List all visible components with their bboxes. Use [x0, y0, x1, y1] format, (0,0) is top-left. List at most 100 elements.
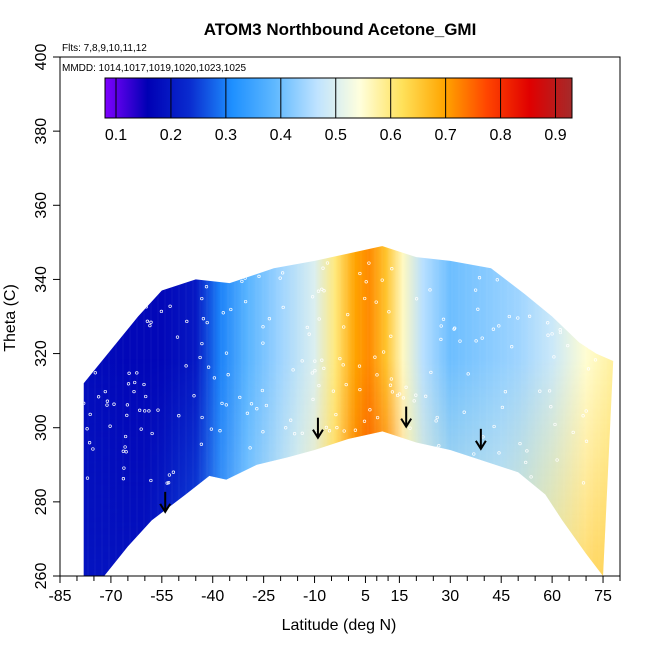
- sample-point: [166, 481, 171, 485]
- sample-point: [310, 295, 315, 299]
- colorbar-scale: [104, 77, 573, 119]
- sample-point: [335, 425, 339, 430]
- sample-point: [389, 377, 394, 381]
- sample-point: [412, 399, 416, 403]
- sample-point: [510, 345, 514, 349]
- sample-point: [390, 390, 395, 394]
- sample-point: [149, 478, 153, 483]
- sample-point: [261, 341, 265, 345]
- sample-point: [289, 418, 293, 422]
- sample-point: [591, 282, 595, 287]
- sample-point: [220, 401, 224, 406]
- sample-point: [404, 385, 408, 389]
- sample-point: [291, 368, 295, 372]
- sample-point: [85, 427, 89, 431]
- sample-point: [547, 389, 552, 393]
- sample-point: [121, 449, 125, 453]
- colorbar-tick-label: 0.8: [489, 127, 511, 144]
- sample-point: [229, 307, 233, 312]
- sample-point: [317, 461, 321, 465]
- sample-point: [93, 348, 98, 352]
- sample-point: [285, 474, 289, 478]
- sample-point: [321, 266, 325, 270]
- sample-point: [201, 317, 206, 321]
- sample-point: [516, 316, 520, 320]
- sample-point: [340, 470, 344, 474]
- sample-point: [342, 325, 346, 329]
- sample-point: [255, 407, 259, 411]
- sample-point: [434, 419, 438, 423]
- sample-point: [278, 276, 282, 280]
- sample-point: [441, 317, 446, 321]
- sample-point: [497, 324, 501, 328]
- sample-point: [311, 397, 315, 402]
- sample-point: [320, 287, 324, 291]
- y-tick-label: 340: [33, 266, 50, 293]
- arrow-marker: [312, 417, 324, 440]
- sample-point: [387, 310, 391, 314]
- sample-point: [143, 409, 147, 413]
- sample-point: [503, 390, 508, 394]
- sample-point: [472, 452, 476, 456]
- x-tick-label: -70: [99, 588, 122, 605]
- sample-point: [126, 382, 131, 386]
- sample-point: [492, 424, 496, 429]
- sample-point: [338, 356, 342, 361]
- sample-point: [426, 464, 431, 468]
- sample-point: [548, 270, 552, 275]
- x-tick-label: -25: [252, 588, 275, 605]
- sample-point: [588, 346, 592, 350]
- sample-point: [305, 325, 309, 330]
- sample-point: [590, 304, 594, 308]
- sample-point: [466, 372, 470, 376]
- sample-point: [185, 319, 189, 324]
- sample-point: [93, 356, 98, 360]
- sample-point: [388, 383, 393, 387]
- y-tick-label: 260: [33, 563, 50, 590]
- sample-point: [584, 409, 588, 413]
- sample-point: [586, 367, 591, 371]
- arrow-marker: [400, 406, 413, 429]
- sample-point: [357, 364, 362, 368]
- sample-point: [204, 285, 209, 289]
- sample-point: [439, 324, 443, 328]
- sample-point: [281, 305, 285, 310]
- sample-point: [500, 405, 505, 410]
- sample-point: [358, 387, 362, 392]
- sample-point: [93, 371, 97, 375]
- sample-point: [320, 358, 324, 362]
- sample-point: [292, 432, 297, 436]
- sample-point: [87, 441, 92, 445]
- sample-point: [300, 431, 304, 435]
- sample-point: [390, 267, 394, 271]
- sample-point: [284, 426, 288, 430]
- sample-point: [83, 313, 87, 317]
- sample-point: [144, 394, 148, 399]
- sample-point: [338, 460, 343, 465]
- y-tick-label: 280: [33, 488, 50, 515]
- sample-point: [167, 473, 172, 477]
- sample-point: [322, 289, 326, 293]
- plot-frame: [59, 56, 621, 577]
- sample-point: [364, 469, 369, 474]
- sample-point: [257, 274, 261, 279]
- sample-point: [105, 399, 110, 403]
- sample-point: [198, 355, 202, 360]
- sample-point: [507, 314, 511, 319]
- sample-point: [240, 279, 244, 284]
- flights-note: Flts: 7,8,9,10,11,12: [62, 43, 147, 54]
- sample-point: [280, 271, 285, 275]
- sample-point: [325, 261, 330, 265]
- sample-point: [462, 410, 466, 414]
- sample-point: [212, 376, 217, 380]
- sample-point: [344, 382, 348, 387]
- sample-point: [119, 285, 123, 289]
- sample-point: [524, 260, 528, 264]
- sample-point: [316, 289, 321, 293]
- sample-point: [389, 334, 393, 338]
- sample-point: [375, 415, 380, 420]
- y-tick-label: 360: [33, 192, 50, 219]
- sample-point: [120, 275, 124, 279]
- sample-point: [342, 429, 346, 433]
